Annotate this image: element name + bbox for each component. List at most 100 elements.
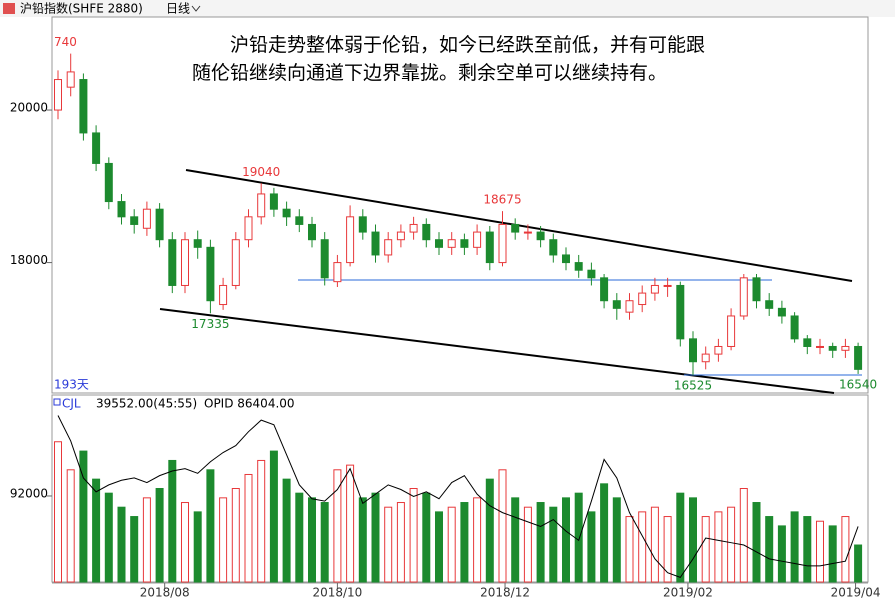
candle-body: [473, 231, 482, 248]
volume-bar: [346, 464, 355, 583]
volume-bar: [104, 492, 113, 583]
volume-bar: [358, 497, 367, 583]
candle-body: [66, 71, 75, 88]
volume-bar: [600, 483, 609, 583]
volume-bar: [574, 492, 583, 583]
volume-bar: [244, 473, 253, 583]
volume-bar: [371, 492, 380, 583]
candle-body: [485, 231, 494, 264]
candle-body: [396, 231, 405, 241]
volume-bar: [765, 516, 774, 583]
volume-bar: [130, 516, 139, 583]
legend-name: CJL: [62, 397, 81, 411]
candle-body: [320, 239, 329, 279]
volume-bar: [231, 488, 240, 583]
volume-bar: [498, 469, 507, 583]
x-tick-label: 2019/02: [663, 586, 713, 600]
candle-body: [600, 277, 609, 302]
dropdown-arrow[interactable]: [191, 5, 201, 12]
volume-bar: [752, 502, 761, 583]
candle-body: [193, 239, 202, 248]
candle-body: [511, 223, 520, 233]
volume-bar: [181, 502, 189, 583]
price-label: 18675: [483, 193, 521, 207]
volume-bar: [701, 516, 710, 583]
candle-body: [828, 345, 837, 351]
candle-body: [854, 345, 863, 370]
candle-body: [816, 345, 824, 348]
volume-bar: [841, 516, 850, 583]
candle-body: [765, 300, 774, 309]
volume-bar: [257, 459, 266, 583]
volume-bar: [650, 506, 659, 583]
volume-bar: [168, 459, 177, 583]
volume-bar: [714, 511, 723, 583]
volume-bar: [308, 497, 316, 583]
x-tick-label: 2018/12: [480, 586, 530, 600]
annotation: 沪铅走势整体弱于伦铅，如今已经跌至前低，并有可能跟: [230, 34, 705, 56]
candle-body: [739, 277, 748, 317]
candle-body: [498, 223, 507, 264]
candle-body: [638, 292, 647, 306]
candle-body: [282, 208, 291, 218]
candle-body: [371, 231, 380, 256]
volume-bar: [447, 506, 456, 583]
candle-body: [409, 223, 418, 233]
symbol-title[interactable]: 沪铅指数(SHFE 2880): [20, 1, 143, 16]
candle-body: [181, 239, 189, 286]
icon: [3, 3, 15, 14]
volume-bar: [422, 492, 431, 583]
volume-bar: [536, 502, 545, 583]
candle-body: [333, 262, 342, 283]
x-tick-label: 2018/08: [140, 586, 190, 600]
candle-body: [346, 216, 355, 264]
volume-bar: [142, 497, 151, 583]
candle-body: [142, 208, 151, 229]
candle-body: [117, 201, 126, 218]
volume-bar: [816, 520, 824, 583]
volume-bar: [117, 506, 126, 583]
volume-bar: [625, 516, 634, 583]
volume-bar: [282, 478, 291, 583]
annotation: 随伦铅继续向通道下边界靠拢。剩余空单可以继续持有。: [192, 62, 667, 84]
candle-body: [587, 269, 596, 279]
toolbar: [0, 0, 895, 17]
candle-body: [536, 231, 545, 241]
candle-body: [574, 262, 583, 271]
candle-body: [155, 208, 164, 241]
volume-bar: [79, 450, 88, 583]
volume-bar: [562, 497, 570, 583]
candle-body: [562, 254, 570, 264]
volume-bar: [435, 511, 443, 583]
volume-bar: [295, 492, 304, 583]
candle-body: [231, 239, 240, 286]
volume-bar: [523, 506, 532, 583]
candle-body: [54, 79, 62, 111]
y-tick-label: 92000: [10, 486, 48, 500]
legend-box: [53, 398, 61, 406]
candle-body: [803, 338, 812, 347]
candle-body: [257, 193, 266, 218]
volume-bar: [460, 502, 469, 583]
volume-bar: [777, 525, 786, 583]
volume-bar: [612, 497, 621, 583]
volume-panel: [51, 394, 869, 583]
candle-body: [308, 223, 316, 241]
volume-bar: [206, 469, 215, 583]
price-label: 16525: [674, 379, 712, 393]
candle-body: [422, 223, 431, 241]
candle-body: [625, 300, 634, 313]
price-label: 19040: [242, 165, 280, 179]
candle-body: [777, 307, 786, 317]
candle-body: [727, 315, 736, 347]
volume-bar: [66, 469, 75, 583]
candle-body: [523, 231, 532, 234]
volume-bar: [396, 502, 405, 583]
volume-bar: [269, 450, 278, 583]
volume-bar: [676, 492, 685, 583]
period-selector[interactable]: 日线: [166, 2, 190, 16]
volume-bar: [689, 497, 697, 583]
candle-body: [676, 284, 685, 340]
y-tick-label: 18000: [10, 253, 48, 267]
